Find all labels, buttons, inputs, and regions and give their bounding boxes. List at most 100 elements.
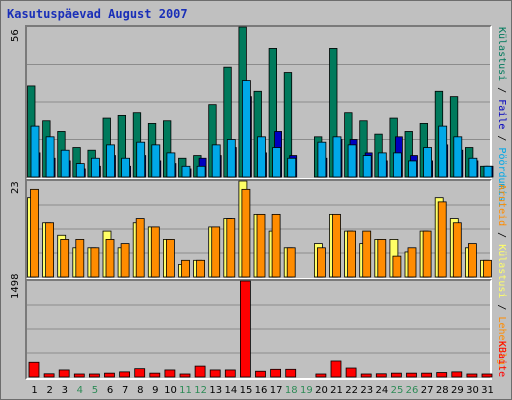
visits-bar-faile [211, 144, 221, 178]
hits-bar-dark [347, 230, 357, 278]
visits-bar-faile [106, 144, 115, 178]
hits-bar-dark [316, 247, 326, 278]
hits-bar-dark [30, 188, 39, 278]
hits-bar-dark [422, 230, 432, 278]
hits-bar-dark [226, 218, 236, 278]
x-tick-label: 18 [285, 385, 298, 396]
x-tick-label: 24 [375, 385, 388, 396]
x-tick-label: 2 [46, 385, 52, 396]
bytes-bar [149, 372, 161, 378]
x-tick-label: 20 [315, 385, 328, 396]
x-tick-label: 21 [330, 385, 343, 396]
visits-bar-faile [438, 125, 448, 178]
hits-bar-dark [90, 247, 100, 278]
hits-bar-dark [437, 201, 447, 278]
bytes-bar [285, 368, 297, 378]
visits-bar-faile [317, 141, 327, 178]
visits-bar-faile [241, 80, 251, 178]
x-tick-label: 19 [300, 385, 313, 396]
bytes-bar [134, 368, 146, 378]
x-tick-label: 1 [31, 385, 37, 396]
bytes-bar [330, 360, 342, 378]
x-tick-label: 27 [421, 385, 434, 396]
chart-title: Kasutuspäevad August 2007 [7, 7, 188, 21]
visits-bar-faile [377, 152, 387, 178]
x-tick-label: 14 [224, 385, 237, 396]
visits-bar-faile [408, 160, 417, 178]
visits-bar-faile [196, 165, 206, 178]
visits-bar-faile [272, 147, 282, 178]
visits-bar-faile [332, 136, 342, 178]
visits-bar-faile [453, 136, 463, 178]
visits-bar-faile [30, 125, 40, 178]
visits-bar-faile [75, 163, 85, 178]
bytes-bar [421, 372, 433, 378]
bytes-bar [270, 368, 282, 378]
hits-bar-dark [483, 259, 492, 278]
x-tick-label: 3 [62, 385, 68, 396]
visits-bar-faile [257, 136, 266, 178]
visits-bar-faile [362, 155, 372, 178]
bytes-bar [436, 372, 448, 378]
x-tick-label: 5 [92, 385, 98, 396]
hits-bar-dark [120, 243, 130, 278]
visits-bar-faile [136, 141, 146, 178]
x-tick-label: 28 [436, 385, 449, 396]
visits-bar-faile [423, 147, 433, 178]
visits-bar-faile [468, 157, 478, 178]
bytes-bar [73, 373, 85, 378]
bytes-bar [239, 280, 251, 378]
hits-bar-dark [286, 247, 296, 278]
x-tick-label: 13 [209, 385, 222, 396]
hits-bar-dark [135, 218, 145, 278]
hits-bar-dark [196, 259, 206, 278]
hits-bar-dark [452, 222, 462, 278]
x-tick-label: 30 [466, 385, 479, 396]
bytes-bar [406, 372, 417, 378]
bytes-bar [209, 369, 221, 378]
visits-bar-faile [226, 139, 236, 178]
x-tick-label: 31 [481, 385, 494, 396]
visits-bar-faile [60, 149, 70, 178]
bytes-bar [315, 373, 327, 378]
hits-bar-dark [75, 239, 85, 278]
visits-bar-faile [483, 165, 493, 178]
hits-bar-dark [332, 213, 341, 278]
bytes-bar [164, 369, 176, 378]
bytes-bar [466, 373, 478, 378]
x-tick-label: 12 [194, 385, 207, 396]
x-tick-label: 23 [360, 385, 373, 396]
hits-bar-dark [392, 255, 402, 278]
hits-bar-dark [467, 243, 477, 278]
x-tick-label: 22 [345, 385, 358, 396]
x-tick-label: 7 [122, 385, 128, 396]
hits-bar-dark [377, 239, 387, 278]
hits-bar-dark [181, 259, 190, 278]
visits-bar-faile [181, 165, 191, 178]
visits-bar-faile [91, 157, 100, 178]
x-tick-label: 16 [255, 385, 268, 396]
bytes-bar [104, 372, 115, 378]
x-tick-label: 29 [451, 385, 464, 396]
bytes-bar [255, 370, 266, 378]
hits-bar-dark [105, 239, 115, 278]
x-tick-label: 17 [270, 385, 283, 396]
x-tick-label: 25 [391, 385, 404, 396]
hits-bar-dark [165, 239, 175, 278]
bytes-bar [360, 373, 372, 378]
bytes-bar [58, 369, 70, 378]
visits-bar-faile [45, 136, 55, 178]
x-tick-label: 10 [164, 385, 177, 396]
bytes-bar [43, 373, 55, 378]
hits-bar-dark [60, 239, 70, 278]
visits-bar-faile [121, 157, 130, 178]
bytes-bar [451, 371, 463, 378]
visits-bar-faile [392, 152, 402, 178]
hits-bar-dark [150, 226, 160, 278]
bytes-bar [119, 371, 130, 378]
visits-bar-faile [347, 144, 357, 178]
bytes-bar [375, 373, 387, 378]
bytes-bar [481, 373, 493, 378]
